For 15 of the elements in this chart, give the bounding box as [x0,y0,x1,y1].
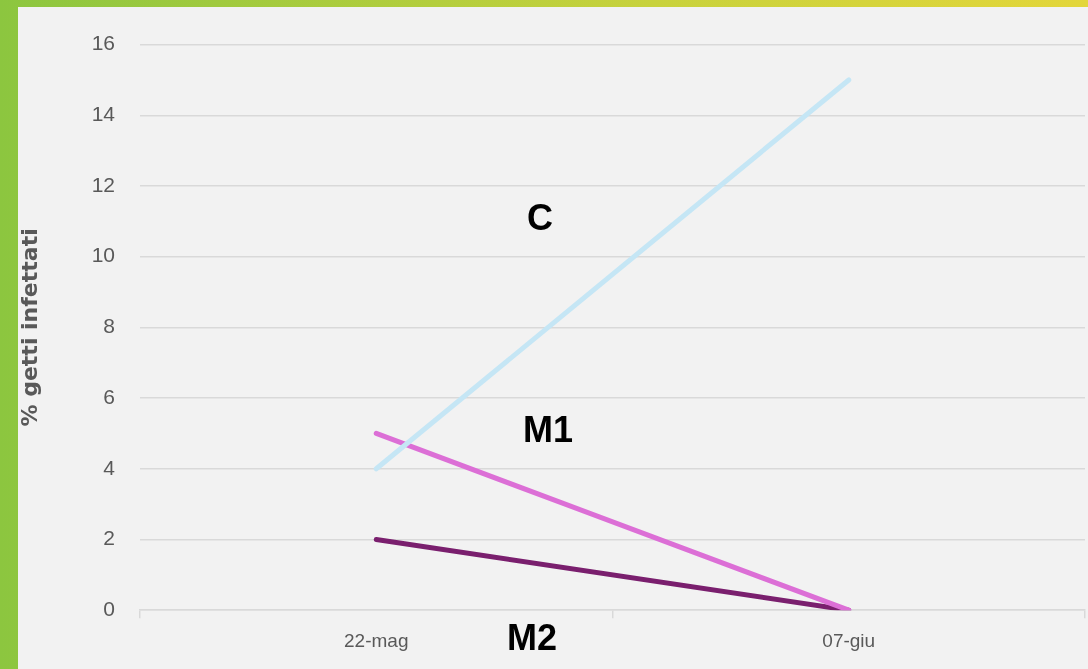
series-label: C [527,196,553,238]
x-tick-label: 22-mag [344,629,409,651]
y-tick-label: 4 [103,455,116,479]
series-label: M2 [506,616,558,658]
y-tick-label: 16 [91,31,115,55]
x-tick-label: 07-giu [822,629,876,651]
y-tick-label: 6 [103,384,115,408]
y-axis-title: % getti infettati [16,228,42,427]
y-tick-label: 10 [91,243,115,267]
y-tick-label: 0 [103,597,115,620]
series-label: M1 [522,408,574,450]
y-tick-label: 2 [103,526,115,550]
y-tick-label: 14 [91,102,116,126]
y-tick-label: 12 [91,172,115,196]
y-tick-label: 8 [103,314,115,338]
